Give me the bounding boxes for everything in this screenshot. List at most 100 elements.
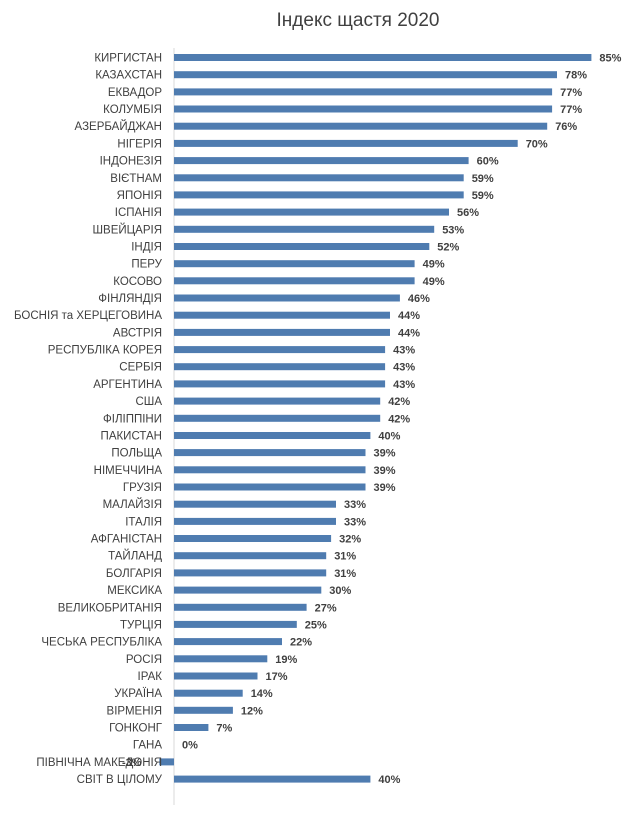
- bar: [174, 122, 548, 130]
- chart-title: Індекс щастя 2020: [276, 10, 440, 31]
- data-label: 59%: [472, 173, 494, 185]
- data-label: 49%: [423, 259, 445, 271]
- data-label: 56%: [457, 207, 479, 219]
- data-label: 33%: [344, 499, 366, 511]
- category-label: ГРУЗІЯ: [123, 482, 162, 494]
- category-label: КАЗАХСТАН: [95, 70, 162, 82]
- category-label: ШВЕЙЦАРІЯ: [93, 223, 163, 236]
- category-label: ГОНКОНГ: [109, 723, 163, 735]
- bar: [174, 569, 327, 577]
- data-label: 31%: [334, 568, 356, 580]
- data-label: 77%: [560, 104, 582, 116]
- data-label: 59%: [472, 190, 494, 202]
- data-label: 52%: [437, 242, 459, 254]
- category-label: ІТАЛІЯ: [125, 516, 162, 528]
- bar: [174, 535, 332, 542]
- category-label: ІРАК: [138, 671, 163, 683]
- bar: [174, 586, 322, 594]
- category-label: КОЛУМБІЯ: [103, 104, 162, 116]
- data-label: 17%: [266, 671, 288, 683]
- category-label: УКРАЇНА: [114, 688, 162, 700]
- category-label: ФІЛІППІНИ: [103, 413, 162, 425]
- bar: [174, 191, 464, 199]
- data-label: 70%: [526, 138, 548, 150]
- data-label: 46%: [408, 293, 430, 305]
- data-label: 7%: [216, 723, 232, 735]
- category-label: США: [135, 396, 162, 408]
- category-label: КОСОВО: [113, 276, 162, 288]
- bar: [174, 260, 415, 268]
- category-label: ПАКИСТАН: [101, 431, 162, 443]
- data-label: 42%: [388, 413, 410, 425]
- bar: [174, 88, 553, 96]
- bar: [174, 311, 390, 319]
- category-label: СВІТ В ЦІЛОМУ: [77, 774, 163, 786]
- data-label: 33%: [344, 516, 366, 528]
- bar: [174, 174, 464, 182]
- bar: [174, 552, 327, 560]
- category-label: ЯПОНІЯ: [117, 190, 162, 202]
- data-label: 32%: [339, 534, 361, 546]
- category-label: КИРГИСТАН: [94, 53, 162, 65]
- data-label: 39%: [374, 448, 396, 460]
- category-label: ГАНА: [133, 740, 162, 752]
- data-label: 44%: [398, 327, 420, 339]
- bar: [174, 328, 390, 336]
- category-label: АВСТРІЯ: [113, 327, 162, 339]
- bar: [174, 775, 371, 783]
- category-label: ПОЛЬЩА: [111, 448, 162, 460]
- data-label: 77%: [560, 87, 582, 99]
- data-label: 0%: [182, 740, 198, 752]
- category-label: ВЕЛИКОБРИТАНІЯ: [58, 602, 162, 614]
- bar: [174, 500, 336, 508]
- data-label: 44%: [398, 310, 420, 322]
- category-label: ЧЕСЬКА РЕСПУБЛІКА: [41, 637, 162, 649]
- bar: [174, 483, 366, 491]
- category-label: НІГЕРІЯ: [117, 138, 162, 150]
- bar: [174, 724, 209, 731]
- category-label: ЕКВАДОР: [108, 87, 162, 99]
- data-label: 42%: [388, 396, 410, 408]
- bar: [174, 139, 518, 147]
- category-label: ІСПАНІЯ: [115, 207, 162, 219]
- category-label: СЕРБІЯ: [119, 362, 162, 374]
- category-label: АЗЕРБАЙДЖАН: [75, 120, 162, 133]
- data-label: 39%: [374, 482, 396, 494]
- bar: [174, 225, 435, 233]
- category-label: ТУРЦІЯ: [120, 619, 162, 631]
- bar: [174, 54, 592, 61]
- bar: [174, 243, 430, 250]
- bar: [174, 363, 386, 371]
- category-label: ІНДОНЕЗІЯ: [100, 156, 162, 168]
- data-label: 19%: [275, 654, 297, 666]
- data-label: 53%: [442, 224, 464, 236]
- bar: [174, 346, 386, 354]
- bar: [174, 655, 268, 663]
- bar: [174, 620, 297, 628]
- category-label: ІНДІЯ: [131, 242, 162, 254]
- data-label: 85%: [599, 53, 621, 65]
- bar: [174, 380, 386, 388]
- data-label: 60%: [477, 156, 499, 168]
- data-label: -3%: [122, 757, 142, 769]
- bar: [174, 432, 371, 439]
- category-label: РОСІЯ: [126, 654, 162, 666]
- category-label: БОЛГАРІЯ: [106, 568, 162, 580]
- category-label: ВІРМЕНІЯ: [107, 705, 162, 717]
- data-label: 31%: [334, 551, 356, 563]
- data-label: 12%: [241, 705, 263, 717]
- data-label: 22%: [290, 637, 312, 649]
- data-label: 43%: [393, 345, 415, 357]
- data-label: 76%: [555, 121, 577, 133]
- bar: [174, 277, 415, 285]
- bar: [174, 294, 400, 302]
- bar: [174, 706, 233, 714]
- bar: [174, 638, 282, 646]
- bar: [174, 672, 258, 680]
- bar: [174, 603, 307, 611]
- category-label: НІМЕЧЧИНА: [94, 465, 163, 477]
- data-label: 40%: [378, 431, 400, 443]
- category-label: ТАЙЛАНД: [108, 550, 162, 563]
